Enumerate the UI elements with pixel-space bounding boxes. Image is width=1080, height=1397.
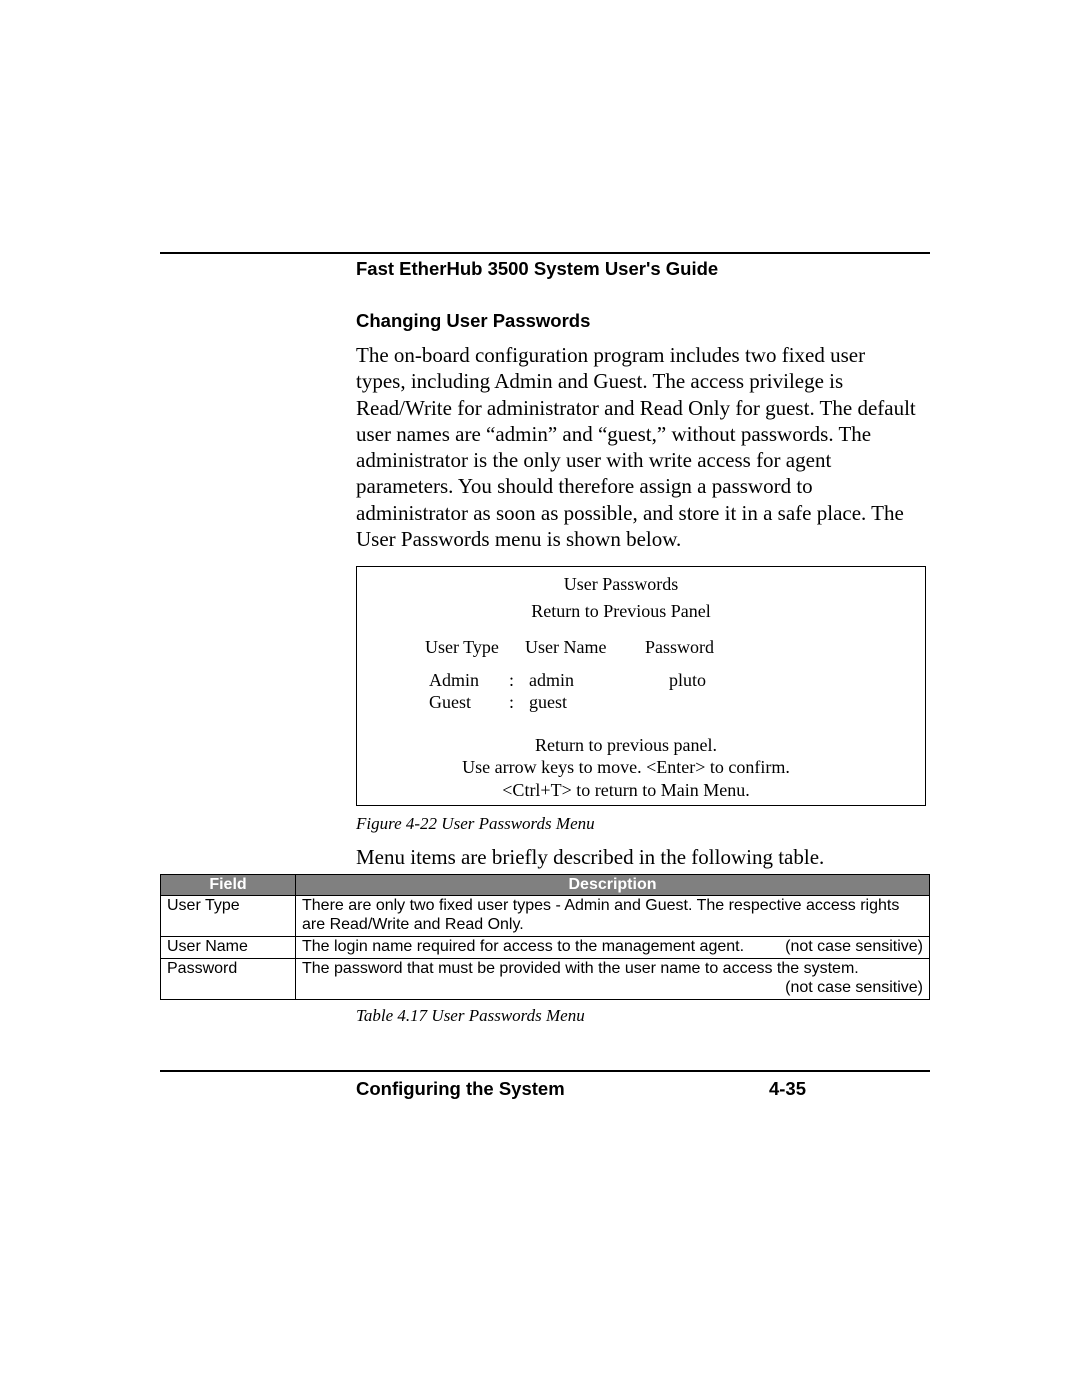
table-row: User Name The login name required for ac… (161, 937, 930, 959)
menu-row-sep: : (509, 691, 529, 714)
table-header-field: Field (161, 875, 296, 896)
page-footer: Configuring the System 4-35 (160, 1070, 930, 1100)
menu-row-sep: : (509, 669, 529, 692)
menu-rows: Admin : admin pluto Guest : guest (429, 669, 915, 714)
menu-hint-line: Use arrow keys to move. <Enter> to confi… (337, 756, 915, 779)
user-passwords-menu-box: User Passwords Return to Previous Panel … (356, 566, 926, 806)
table-header-description: Description (296, 875, 930, 896)
desc-text: There are only two fixed user types - Ad… (302, 897, 899, 933)
table-cell-field: User Type (161, 896, 296, 937)
table-caption: Table 4.17 User Passwords Menu (356, 1006, 930, 1026)
table-row: Password The password that must be provi… (161, 958, 930, 999)
menu-col-usertype: User Type (425, 636, 525, 659)
menu-column-headers: User Type User Name Password (425, 636, 915, 659)
content-area: Fast EtherHub 3500 System User's Guide C… (160, 252, 930, 1026)
menu-row-password (669, 691, 749, 714)
desc-text: The login name required for access to th… (302, 938, 744, 955)
document-title: Fast EtherHub 3500 System User's Guide (356, 258, 930, 280)
desc-note: (not case sensitive) (785, 979, 923, 998)
table-intro-line: Menu items are briefly described in the … (356, 844, 916, 870)
page: Fast EtherHub 3500 System User's Guide C… (0, 0, 1080, 1397)
menu-row-type: Admin (429, 669, 509, 692)
desc-note: (not case sensitive) (785, 938, 923, 957)
table-cell-description: There are only two fixed user types - Ad… (296, 896, 930, 937)
menu-hint-line: <Ctrl+T> to return to Main Menu. (337, 779, 915, 802)
footer-left: Configuring the System (356, 1078, 769, 1100)
menu-return-link: Return to Previous Panel (327, 600, 915, 623)
menu-col-password: Password (645, 636, 745, 659)
menu-row-name: admin (529, 669, 669, 692)
section-paragraph: The on-board configuration program inclu… (356, 342, 916, 552)
table-cell-description: The password that must be provided with … (296, 958, 930, 999)
table-row: User Type There are only two fixed user … (161, 896, 930, 937)
desc-text: The password that must be provided with … (302, 960, 859, 977)
table-cell-field: Password (161, 958, 296, 999)
menu-row: Admin : admin pluto (429, 669, 915, 692)
menu-row-name: guest (529, 691, 669, 714)
menu-row-password: pluto (669, 669, 749, 692)
menu-col-username: User Name (525, 636, 645, 659)
table-cell-description: The login name required for access to th… (296, 937, 930, 959)
table-cell-field: User Name (161, 937, 296, 959)
menu-hints: Return to previous panel. Use arrow keys… (337, 734, 915, 802)
footer-rule (160, 1070, 930, 1072)
footer-page-number: 4-35 (769, 1078, 806, 1100)
header-rule (160, 252, 930, 254)
menu-title: User Passwords (327, 573, 915, 596)
section-title: Changing User Passwords (356, 310, 930, 332)
menu-hint-line: Return to previous panel. (337, 734, 915, 757)
figure-caption: Figure 4-22 User Passwords Menu (356, 814, 930, 834)
menu-row: Guest : guest (429, 691, 915, 714)
footer-row: Configuring the System 4-35 (160, 1078, 930, 1100)
menu-row-type: Guest (429, 691, 509, 714)
fields-table: Field Description User Type There are on… (160, 874, 930, 999)
table-header-row: Field Description (161, 875, 930, 896)
